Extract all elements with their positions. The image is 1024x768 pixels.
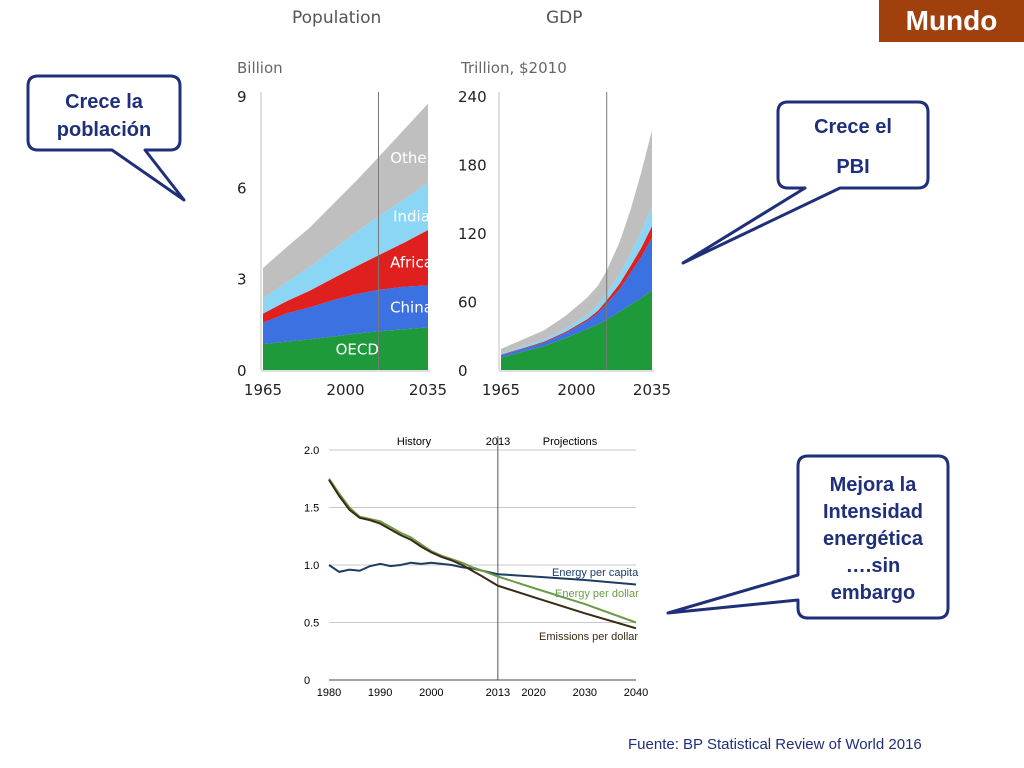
energy-line-energy-per-capita xyxy=(328,561,637,586)
gdp-x-tick: 2000 xyxy=(557,381,595,399)
energy-y-tick: 0.5 xyxy=(304,618,319,630)
population-x-tick: 2035 xyxy=(409,381,447,399)
callout-energy-bubble xyxy=(666,454,950,620)
gdp-x-tick: 1965 xyxy=(482,381,520,399)
energy-x-tick: 1980 xyxy=(317,687,341,699)
energy-label-emissions-per-dollar: Emissions per dollar xyxy=(539,631,638,643)
population-area-africa xyxy=(263,229,428,323)
energy-y-tick: 2.0 xyxy=(304,445,319,457)
population-chart: Population Billion 0 3 6 9 1965 2000 2035 OECD… xyxy=(237,8,447,399)
source-note: Fuente: BP Statistical Review of World 2… xyxy=(628,736,922,753)
annotation-history: History xyxy=(397,436,432,448)
population-band-labels: OECD China Africa India Other xyxy=(336,149,434,358)
energy-axes: 0 0.5 1.0 1.5 2.0 1980 1990 2000 2013 2020 2030 204… xyxy=(304,436,648,699)
callout-population-bubble xyxy=(26,74,186,202)
population-y-tick: 0 xyxy=(237,362,247,380)
energy-line-emissions-per-dollar xyxy=(328,479,637,630)
population-band-label-india: India xyxy=(393,207,430,225)
callout-gdp-bubble xyxy=(681,100,930,265)
energy-x-tick: 2030 xyxy=(573,687,597,699)
gdp-y-tick: 60 xyxy=(458,294,477,312)
gdp-x-tick: 2035 xyxy=(633,381,671,399)
gdp-chart-title: GDP xyxy=(546,8,583,28)
annotation-projections: Projections xyxy=(543,436,598,448)
callout-energy-line-4: ….sin xyxy=(846,555,900,577)
gdp-area-series-0 xyxy=(501,290,652,370)
energy-y-tick: 1.5 xyxy=(304,503,319,515)
callout-energy-line-5: embargo xyxy=(831,582,915,604)
energy-x-tick: 1990 xyxy=(368,687,392,699)
energy-y-tick: 0 xyxy=(304,675,310,687)
callout-gdp: Crece el PBI xyxy=(681,100,930,265)
gdp-area-series-3 xyxy=(501,206,652,355)
population-y-tick: 9 xyxy=(237,88,247,106)
energy-x-tick: 2000 xyxy=(419,687,443,699)
population-band-label-china: China xyxy=(390,298,433,316)
energy-intensity-chart: 0 0.5 1.0 1.5 2.0 1980 1990 2000 2013 2020 2030 204… xyxy=(304,436,648,699)
callout-gdp-line-2: PBI xyxy=(836,156,869,178)
callout-energy-line-3: energética xyxy=(823,528,924,550)
gdp-areas xyxy=(501,130,652,370)
gdp-axes: 0 60 120 180 240 1965 2000 2035 xyxy=(458,88,671,399)
annotation-2013: 2013 xyxy=(486,436,510,448)
energy-x-tick: 2013 xyxy=(486,687,510,699)
gdp-area-series-1 xyxy=(501,237,652,358)
region-badge: Mundo xyxy=(879,0,1024,42)
gdp-y-tick: 240 xyxy=(458,88,487,106)
energy-label-energy-per-capita: Energy per capita xyxy=(552,567,639,579)
population-axes: 0 3 6 9 1965 2000 2035 xyxy=(237,88,447,399)
energy-y-tick: 1.0 xyxy=(304,560,319,572)
population-x-tick: 2000 xyxy=(326,381,364,399)
gdp-y-tick: 0 xyxy=(458,362,468,380)
callout-energy: Mejora la Intensidad energética ….sin em… xyxy=(666,454,950,620)
population-band-label-other: Other xyxy=(390,149,433,167)
population-x-tick: 1965 xyxy=(244,381,282,399)
callout-gdp-line-1: Crece el xyxy=(814,116,892,138)
population-area-other xyxy=(263,103,428,299)
callout-population: Crece la población xyxy=(26,74,186,202)
population-area-oecd xyxy=(263,327,428,370)
gdp-y-tick: 120 xyxy=(458,225,487,243)
population-y-tick: 3 xyxy=(237,271,247,289)
population-y-tick: 6 xyxy=(237,179,247,197)
gdp-area-series-4 xyxy=(501,130,652,354)
energy-lines xyxy=(328,478,637,630)
population-chart-title: Population xyxy=(292,8,381,28)
energy-series-labels: Energy per capita Energy per dollar Emissi… xyxy=(539,567,639,643)
callout-energy-line-2: Intensidad xyxy=(823,501,923,523)
energy-label-energy-per-dollar: Energy per dollar xyxy=(555,588,639,600)
population-y-unit: Billion xyxy=(237,59,283,77)
energy-grid xyxy=(329,449,636,681)
population-area-india xyxy=(263,182,428,314)
population-areas xyxy=(263,103,428,370)
gdp-y-tick: 180 xyxy=(458,157,487,175)
gdp-chart: GDP Trillion, $2010 0 60 120 180 240 1965 2000… xyxy=(458,8,671,399)
population-area-china xyxy=(263,285,428,345)
energy-line-energy-per-dollar xyxy=(328,478,637,624)
energy-x-tick: 2040 xyxy=(624,687,648,699)
population-band-label-oecd: OECD xyxy=(336,340,379,358)
callout-population-line-1: Crece la xyxy=(65,91,144,113)
gdp-y-unit: Trillion, $2010 xyxy=(460,59,567,77)
population-band-label-africa: Africa xyxy=(390,253,433,271)
energy-x-tick: 2020 xyxy=(521,687,545,699)
callout-population-line-2: población xyxy=(57,119,151,141)
callout-energy-line-1: Mejora la xyxy=(830,474,918,496)
